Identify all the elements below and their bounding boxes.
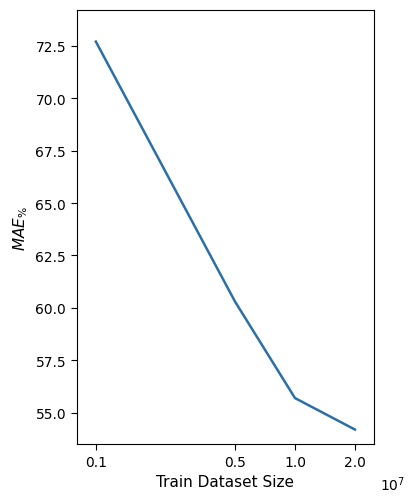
Y-axis label: $MAE_{\%}$: $MAE_{\%}$: [11, 205, 30, 250]
X-axis label: Train Dataset Size: Train Dataset Size: [156, 474, 294, 489]
Text: $10^7$: $10^7$: [380, 474, 405, 493]
